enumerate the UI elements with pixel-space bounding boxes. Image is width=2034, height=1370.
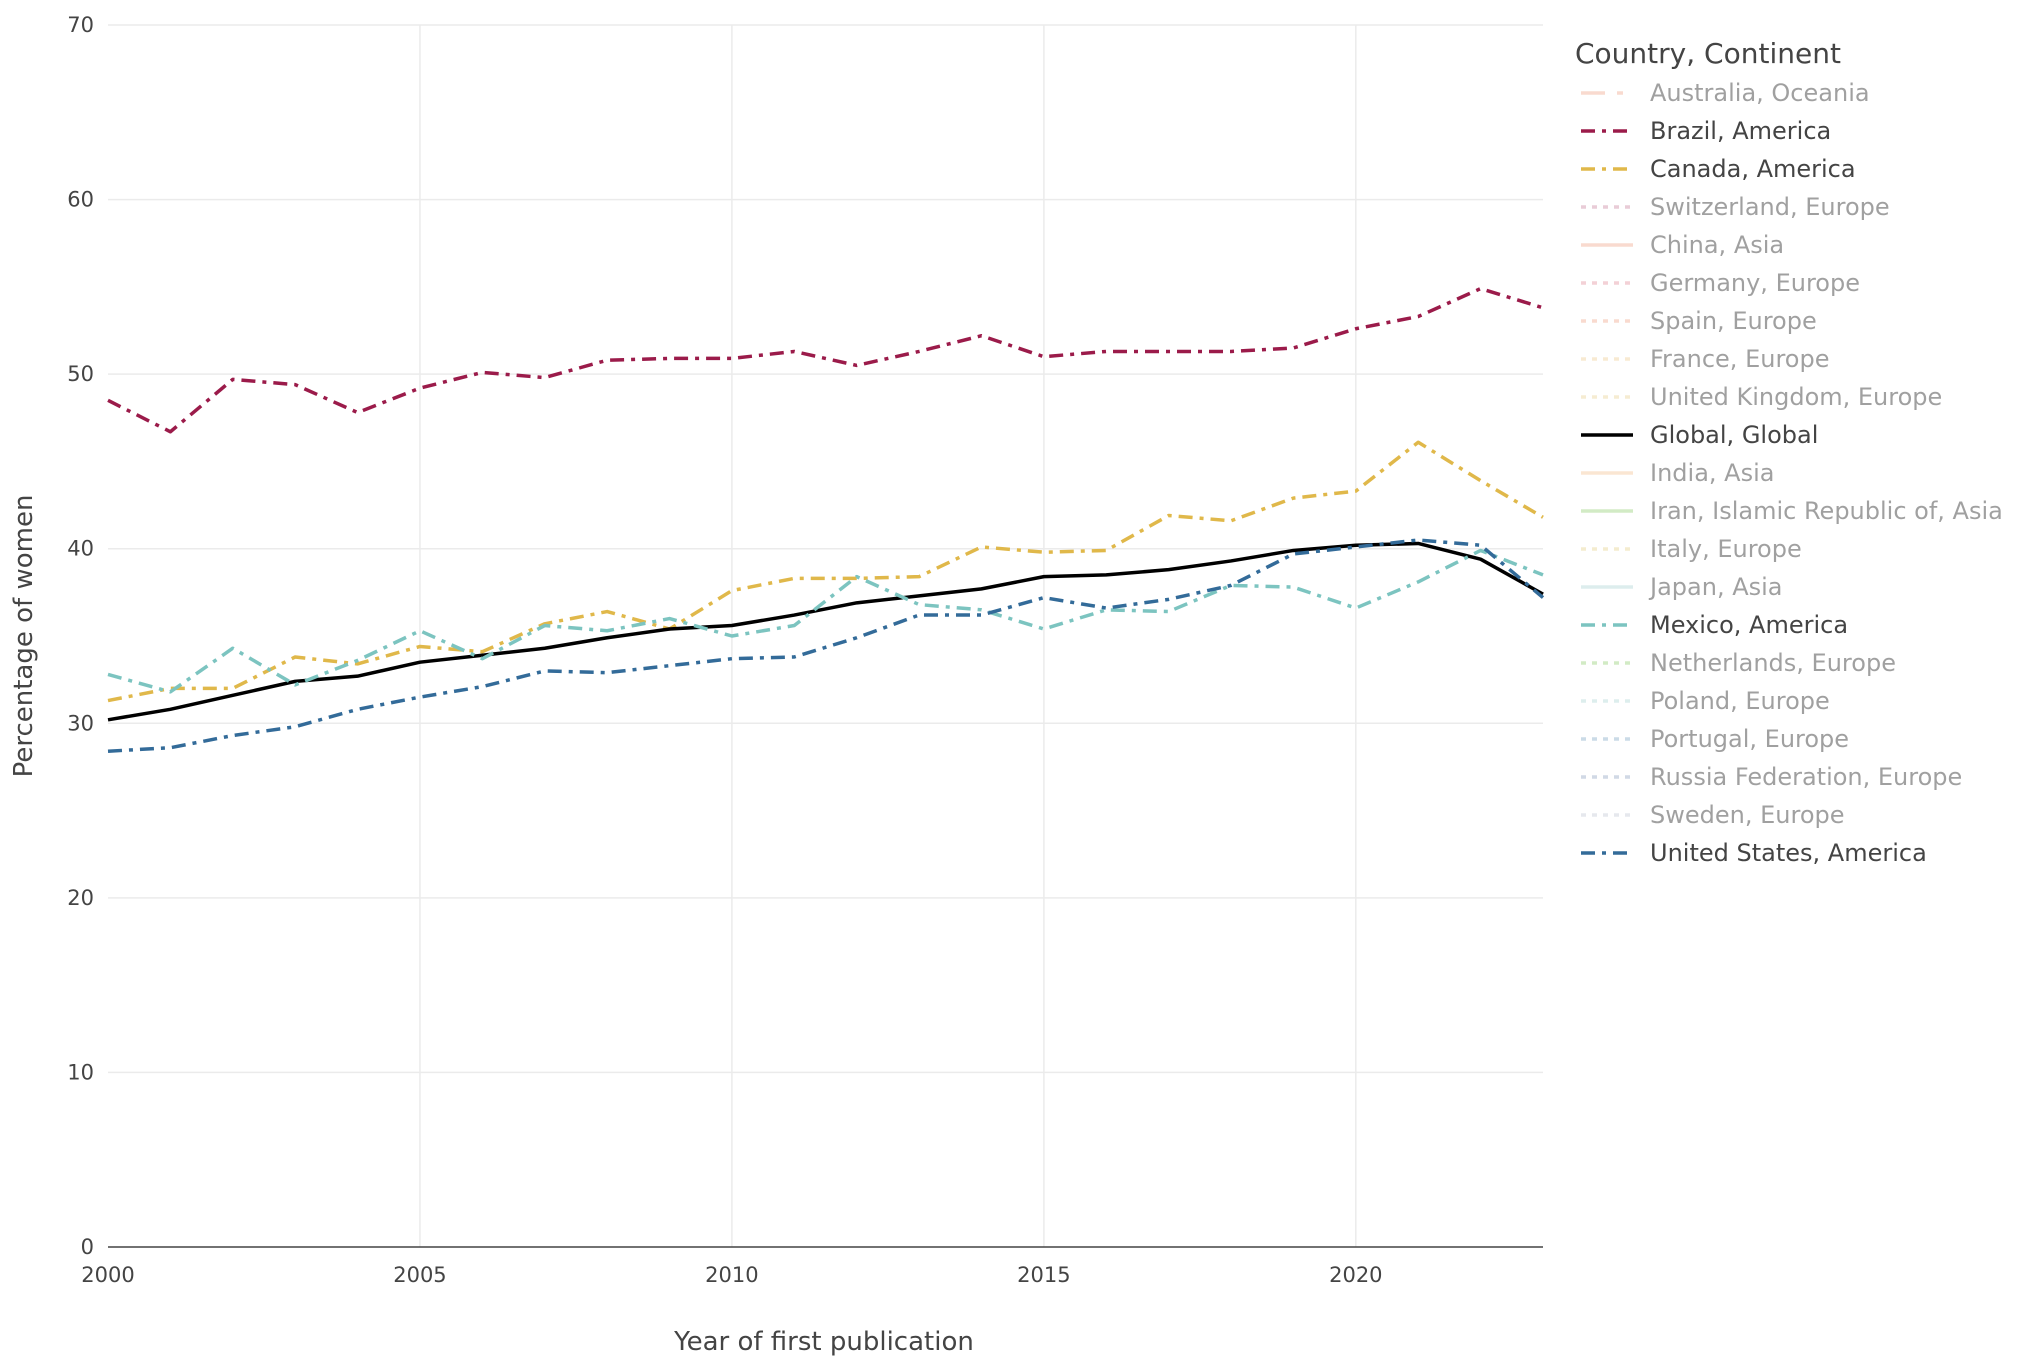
y-tick-label: 40 <box>67 537 94 561</box>
x-tick-label: 2005 <box>393 1263 446 1287</box>
x-tick-label: 2020 <box>1329 1263 1382 1287</box>
legend-label: Mexico, America <box>1650 611 1848 639</box>
legend-label: Australia, Oceania <box>1650 79 1870 107</box>
legend-item-australia-oceania[interactable]: Australia, Oceania <box>1581 79 1870 107</box>
legend-label: France, Europe <box>1650 345 1829 373</box>
legend-label: Italy, Europe <box>1650 535 1802 563</box>
legend-item-brazil-america[interactable]: Brazil, America <box>1581 117 1831 145</box>
legend-label: Global, Global <box>1650 421 1818 449</box>
legend: Country, Continent Australia, Oceania Bra… <box>1575 37 2003 867</box>
legend-item-mexico-america[interactable]: Mexico, America <box>1581 611 1848 639</box>
legend-item-poland-europe[interactable]: Poland, Europe <box>1581 687 1830 715</box>
legend-label: United Kingdom, Europe <box>1650 383 1942 411</box>
legend-label: India, Asia <box>1650 459 1774 487</box>
legend-item-spain-europe[interactable]: Spain, Europe <box>1581 307 1817 335</box>
legend-item-russia-federation-europe[interactable]: Russia Federation, Europe <box>1581 763 1962 791</box>
legend-item-united-kingdom-europe[interactable]: United Kingdom, Europe <box>1581 383 1942 411</box>
legend-item-iran-islamic-republic-of-asia[interactable]: Iran, Islamic Republic of, Asia <box>1581 497 2003 525</box>
axes: 0 10 20 30 40 50 60 70 2000 2005 2010 2015 2020 <box>67 13 1543 1287</box>
legend-label: Russia Federation, Europe <box>1650 763 1962 791</box>
legend-item-germany-europe[interactable]: Germany, Europe <box>1581 269 1860 297</box>
legend-label: Japan, Asia <box>1648 573 1783 601</box>
legend-item-india-asia[interactable]: India, Asia <box>1581 459 1774 487</box>
legend-label: Brazil, America <box>1650 117 1831 145</box>
series-line-brazil-america <box>107 286 1544 434</box>
legend-item-italy-europe[interactable]: Italy, Europe <box>1581 535 1802 563</box>
legend-item-united-states-america[interactable]: United States, America <box>1581 839 1927 867</box>
legend-item-sweden-europe[interactable]: Sweden, Europe <box>1581 801 1845 829</box>
y-tick-label: 10 <box>67 1060 94 1084</box>
legend-item-france-europe[interactable]: France, Europe <box>1581 345 1829 373</box>
legend-item-portugal-europe[interactable]: Portugal, Europe <box>1581 725 1849 753</box>
legend-label: China, Asia <box>1650 231 1784 259</box>
legend-label: Poland, Europe <box>1650 687 1830 715</box>
legend-label: Portugal, Europe <box>1650 725 1849 753</box>
legend-item-canada-america[interactable]: Canada, America <box>1581 155 1856 183</box>
x-tick-label: 2000 <box>81 1263 134 1287</box>
series-line-canada-america <box>107 440 1544 703</box>
legend-item-global-global[interactable]: Global, Global <box>1581 421 1818 449</box>
plot-lines <box>107 286 1545 753</box>
grid <box>108 24 1543 1247</box>
x-axis-title: Year of first publication <box>673 1327 974 1357</box>
x-tick-label: 2015 <box>1017 1263 1070 1287</box>
y-tick-label: 0 <box>81 1235 94 1259</box>
y-tick-label: 60 <box>67 188 94 212</box>
legend-label: Sweden, Europe <box>1650 801 1845 829</box>
legend-item-switzerland-europe[interactable]: Switzerland, Europe <box>1581 193 1890 221</box>
legend-label: Spain, Europe <box>1650 307 1817 335</box>
y-tick-label: 30 <box>67 711 94 735</box>
series-line-united-states-america <box>107 538 1545 753</box>
series-line-mexico-america <box>107 548 1544 694</box>
legend-item-china-asia[interactable]: China, Asia <box>1581 231 1784 259</box>
series-line-global-global <box>107 541 1544 722</box>
y-tick-label: 20 <box>67 886 94 910</box>
legend-item-japan-asia[interactable]: Japan, Asia <box>1581 573 1783 601</box>
legend-label: United States, America <box>1650 839 1927 867</box>
legend-title: Country, Continent <box>1575 37 1841 70</box>
legend-label: Iran, Islamic Republic of, Asia <box>1650 497 2003 525</box>
legend-label: Switzerland, Europe <box>1650 193 1890 221</box>
legend-label: Netherlands, Europe <box>1650 649 1896 677</box>
y-axis-title: Percentage of women <box>9 495 39 778</box>
y-tick-label: 50 <box>67 362 94 386</box>
legend-label: Germany, Europe <box>1650 269 1860 297</box>
y-tick-label: 70 <box>67 13 94 37</box>
legend-label: Canada, America <box>1650 155 1856 183</box>
legend-item-netherlands-europe[interactable]: Netherlands, Europe <box>1581 649 1896 677</box>
x-tick-label: 2010 <box>705 1263 758 1287</box>
